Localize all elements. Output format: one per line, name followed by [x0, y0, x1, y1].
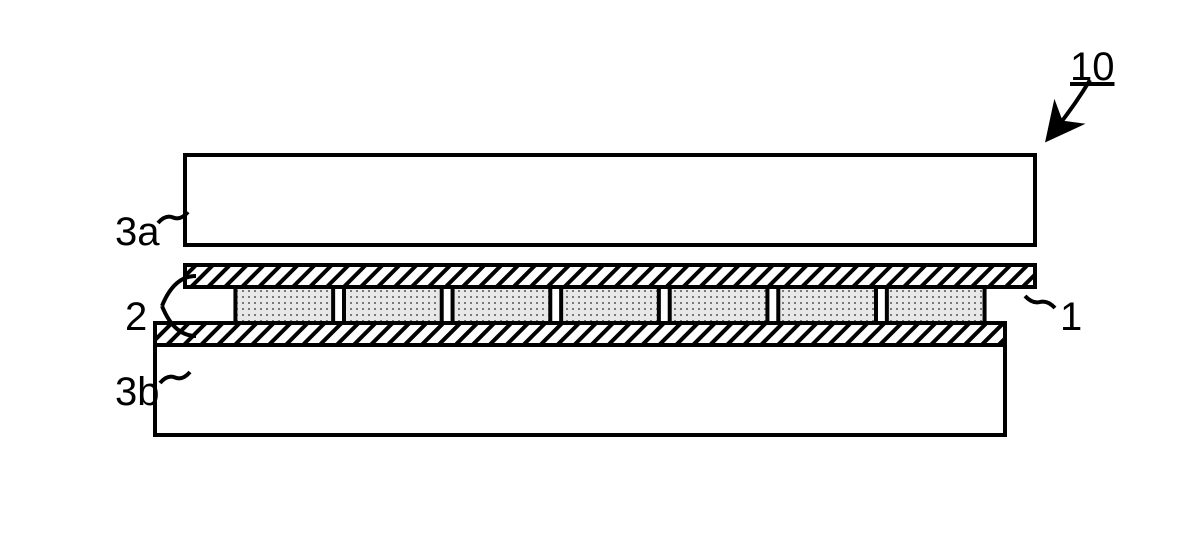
- label-bottom-substrate: 3b: [115, 370, 160, 415]
- diagram-svg: [0, 0, 1178, 536]
- diagram-stage: 10 3a 2 3b 1: [0, 0, 1178, 536]
- label-layer: 1: [1060, 295, 1082, 340]
- label-electrodes: 2: [125, 295, 147, 340]
- label-assembly: 10: [1070, 45, 1115, 90]
- label-top-substrate: 3a: [115, 210, 160, 255]
